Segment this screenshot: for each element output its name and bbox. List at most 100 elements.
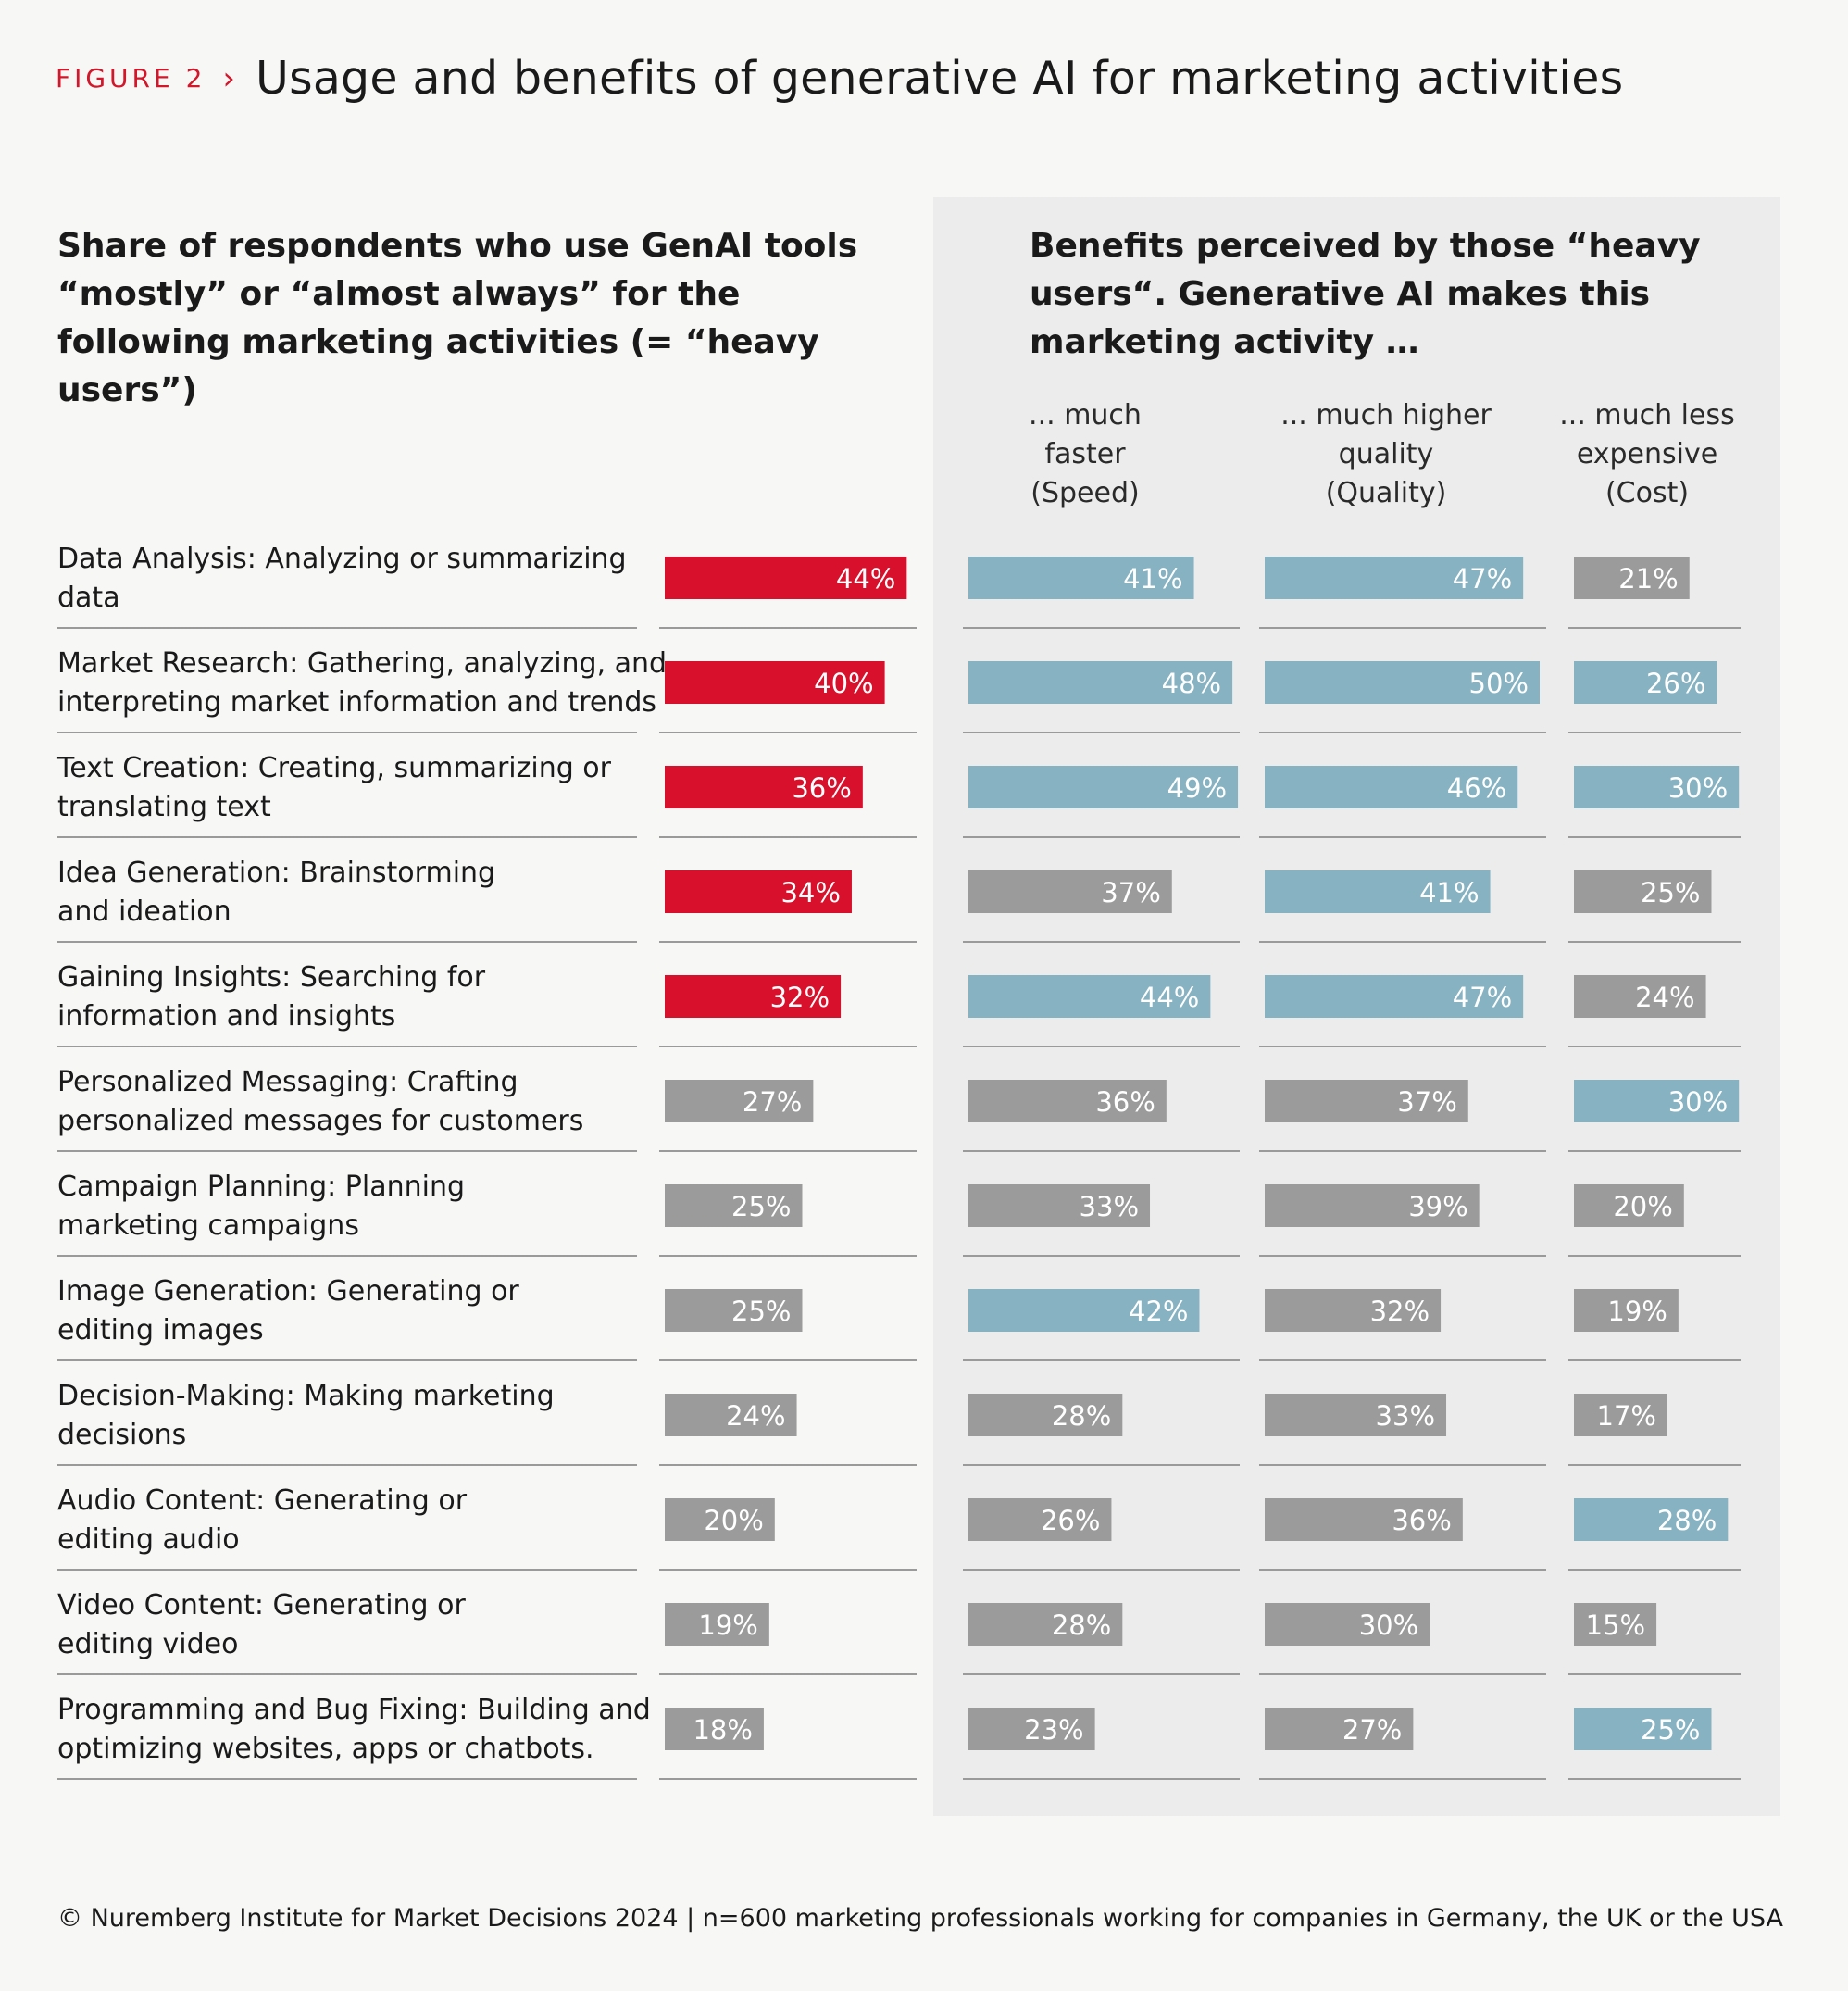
- usage-bar: [665, 766, 863, 808]
- source-note: © Nuremberg Institute for Market Decisio…: [57, 1904, 1784, 1933]
- column-header-line: (Quality): [1325, 477, 1447, 509]
- cost-bar: [1574, 975, 1706, 1018]
- cost-value-label: 21%: [1618, 563, 1678, 595]
- speed-value-label: 42%: [1129, 1296, 1188, 1327]
- speed-value-label: 41%: [1123, 563, 1182, 595]
- usage-value-label: 36%: [792, 772, 851, 804]
- usage-value-label: 27%: [743, 1086, 802, 1118]
- category-label: Audio Content: Generating or editing audi…: [57, 1484, 468, 1556]
- column-header-line: ... much less: [1559, 399, 1735, 432]
- cost-value-label: 19%: [1607, 1296, 1667, 1327]
- speed-bar: [968, 870, 1172, 913]
- category-label: Gaining Insights: Searching for informati…: [57, 961, 486, 1033]
- cost-value-label: 26%: [1646, 668, 1705, 699]
- speed-value-label: 33%: [1080, 1191, 1139, 1222]
- speed-value-label: 37%: [1101, 877, 1160, 908]
- category-label: Decision-Making: Making marketing decisio…: [57, 1380, 555, 1451]
- speed-bar: [968, 1184, 1151, 1227]
- cost-value-label: 15%: [1586, 1609, 1645, 1641]
- usage-bar: [665, 1498, 775, 1541]
- column-header-line: expensive: [1576, 438, 1718, 470]
- column-header-line: quality: [1338, 438, 1434, 470]
- category-label: Data Analysis: Analyzing or summarizing d…: [57, 543, 627, 614]
- usage-value-label: 20%: [704, 1505, 763, 1536]
- column-header-line: ... much higher: [1280, 399, 1492, 432]
- quality-bar: [1265, 1603, 1430, 1646]
- chevron-right-icon: ›: [222, 59, 236, 97]
- quality-bar: [1265, 975, 1524, 1018]
- column-header-quality: ... much higher quality (Quality): [1266, 396, 1506, 513]
- cost-value-label: 30%: [1668, 772, 1728, 804]
- quality-bar: [1265, 1080, 1468, 1122]
- usage-heading: Share of respondents who use GenAI tools…: [57, 227, 858, 409]
- column-header-line: (Speed): [1030, 477, 1140, 509]
- usage-bar: [665, 1080, 814, 1122]
- category-label: Campaign Planning: Planning marketing cam…: [57, 1171, 465, 1242]
- cost-bar: [1574, 1394, 1667, 1436]
- quality-bar: [1265, 1184, 1480, 1227]
- speed-value-label: 48%: [1162, 668, 1221, 699]
- usage-value-label: 32%: [770, 982, 830, 1013]
- speed-bar: [968, 661, 1233, 704]
- speed-bar: [968, 1080, 1167, 1122]
- cost-bar: [1574, 766, 1740, 808]
- usage-value-label: 34%: [780, 877, 840, 908]
- quality-bar: [1265, 1289, 1442, 1332]
- column-header-cost: ... much less expensive (Cost): [1555, 396, 1740, 513]
- quality-value-label: 47%: [1453, 563, 1512, 595]
- quality-bar: [1265, 870, 1491, 913]
- column-header-line: faster: [1044, 438, 1126, 470]
- usage-value-label: 18%: [693, 1714, 752, 1746]
- cost-value-label: 25%: [1641, 877, 1700, 908]
- quality-bar: [1265, 661, 1540, 704]
- usage-bar: [665, 1184, 803, 1227]
- cost-bar: [1574, 661, 1717, 704]
- quality-value-label: 47%: [1453, 982, 1512, 1013]
- quality-value-label: 39%: [1408, 1191, 1467, 1222]
- speed-bar: [968, 766, 1239, 808]
- speed-value-label: 28%: [1052, 1609, 1111, 1641]
- cost-bar: [1574, 1080, 1740, 1122]
- quality-bar: [1265, 557, 1524, 599]
- speed-bar: [968, 1603, 1123, 1646]
- cost-bar: [1574, 1184, 1684, 1227]
- cost-value-label: 17%: [1597, 1400, 1656, 1432]
- speed-bar: [968, 1708, 1095, 1750]
- quality-value-label: 36%: [1392, 1505, 1451, 1536]
- column-header-line: ... much: [1029, 399, 1142, 432]
- cost-value-label: 20%: [1613, 1191, 1672, 1222]
- usage-value-label: 19%: [698, 1609, 757, 1641]
- quality-bar: [1265, 1498, 1463, 1541]
- quality-value-label: 33%: [1376, 1400, 1435, 1432]
- speed-value-label: 36%: [1095, 1086, 1155, 1118]
- quality-bar: [1265, 1394, 1447, 1436]
- cost-value-label: 30%: [1668, 1086, 1728, 1118]
- cost-value-label: 25%: [1641, 1714, 1700, 1746]
- quality-bar: [1265, 1708, 1414, 1750]
- usage-bar: [665, 557, 907, 599]
- cost-bar: [1574, 870, 1712, 913]
- cost-bar: [1574, 557, 1690, 599]
- usage-bar: [665, 975, 842, 1018]
- usage-value-label: 25%: [731, 1296, 791, 1327]
- speed-value-label: 44%: [1140, 982, 1199, 1013]
- usage-bar: [665, 1289, 803, 1332]
- cost-bar: [1574, 1498, 1729, 1541]
- quality-value-label: 50%: [1469, 668, 1529, 699]
- usage-bar: [665, 1603, 769, 1646]
- usage-value-label: 24%: [726, 1400, 785, 1432]
- cost-bar: [1574, 1603, 1657, 1646]
- figure-label: FIGURE 2: [56, 63, 206, 94]
- usage-bar: [665, 1708, 764, 1750]
- speed-bar: [968, 1498, 1112, 1541]
- speed-bar: [968, 1289, 1200, 1332]
- quality-value-label: 30%: [1359, 1609, 1418, 1641]
- speed-bar: [968, 975, 1211, 1018]
- column-header-line: (Cost): [1605, 477, 1690, 509]
- cost-value-label: 28%: [1657, 1505, 1717, 1536]
- speed-bar: [968, 1394, 1123, 1436]
- figure-title: Usage and benefits of generative AI for …: [256, 52, 1624, 105]
- figure-header: FIGURE 2 › Usage and benefits of generativ…: [56, 52, 1623, 105]
- quality-bar: [1265, 766, 1518, 808]
- cost-value-label: 24%: [1635, 982, 1694, 1013]
